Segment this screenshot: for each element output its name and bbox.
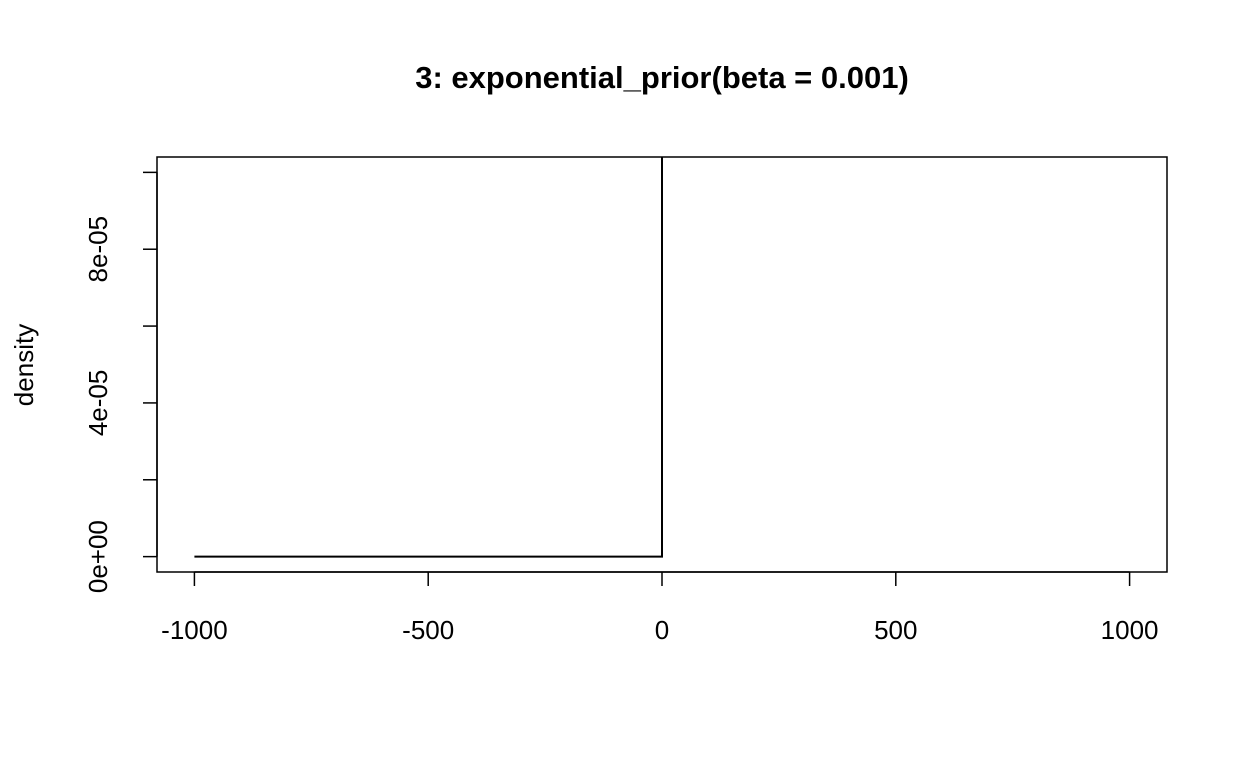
x-tick-label: 1000 bbox=[1101, 615, 1159, 645]
y-tick-label: 0e+00 bbox=[83, 520, 113, 593]
x-tick-label: 0 bbox=[655, 615, 669, 645]
x-tick-label: 500 bbox=[874, 615, 917, 645]
y-tick-label: 8e-05 bbox=[83, 216, 113, 283]
y-axis-label: density bbox=[9, 324, 39, 406]
y-tick-label: 4e-05 bbox=[83, 370, 113, 437]
x-tick-label: -500 bbox=[402, 615, 454, 645]
x-tick-label: -1000 bbox=[161, 615, 228, 645]
chart-title: 3: exponential_prior(beta = 0.001) bbox=[415, 60, 909, 95]
density-line bbox=[194, 157, 663, 558]
